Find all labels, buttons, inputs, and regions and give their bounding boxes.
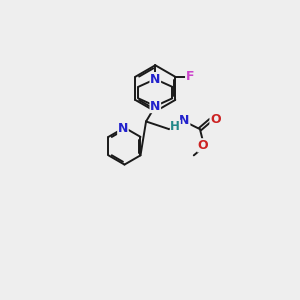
Text: H: H <box>170 120 180 134</box>
Text: N: N <box>150 100 160 112</box>
Text: N: N <box>118 122 128 135</box>
Text: N: N <box>150 73 160 85</box>
Text: N: N <box>179 114 190 127</box>
Text: O: O <box>198 139 208 152</box>
Text: O: O <box>210 113 221 126</box>
Text: F: F <box>186 70 194 83</box>
